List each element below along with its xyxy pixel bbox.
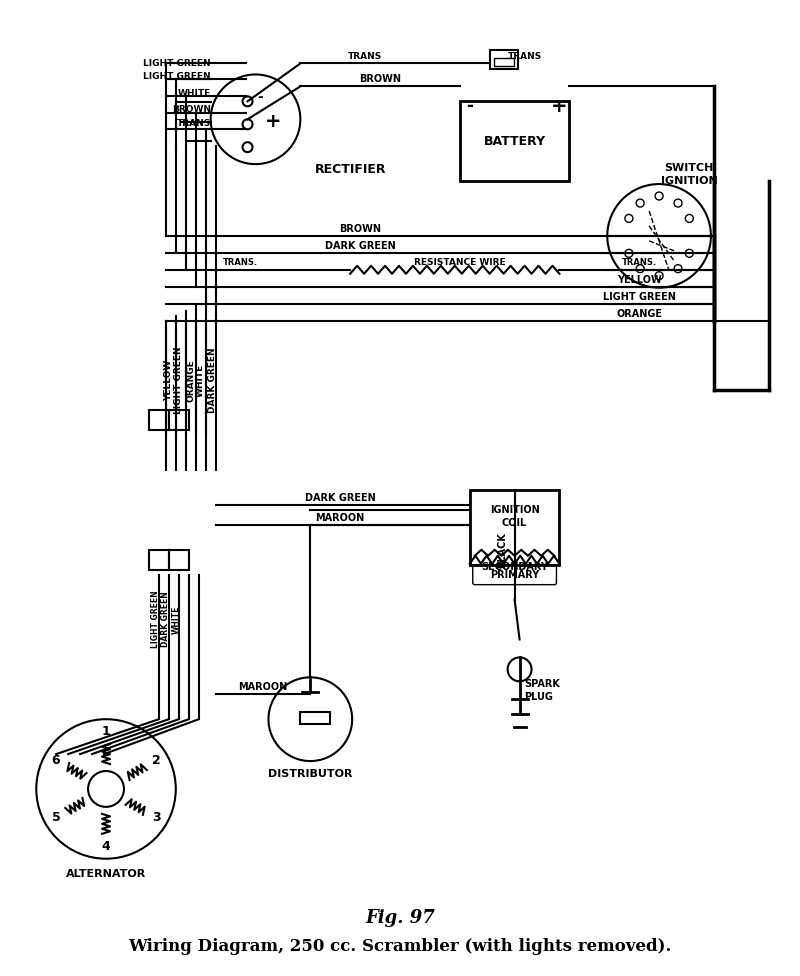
Text: BROWN: BROWN (359, 74, 401, 84)
Text: ALTERNATOR: ALTERNATOR (66, 869, 146, 878)
Text: SPARK: SPARK (525, 679, 561, 689)
Text: MAROON: MAROON (315, 513, 365, 523)
Text: YELLOW: YELLOW (617, 274, 662, 285)
Text: 6: 6 (52, 753, 60, 766)
Bar (149, 549, 169, 570)
Text: DARK GREEN: DARK GREEN (162, 591, 170, 647)
Bar (149, 410, 169, 430)
Text: LIGHT GREEN: LIGHT GREEN (151, 590, 160, 648)
Text: SECONDARY: SECONDARY (481, 562, 548, 572)
Text: BLACK: BLACK (497, 532, 506, 568)
Text: DARK GREEN: DARK GREEN (208, 347, 217, 413)
Text: -: - (466, 98, 473, 115)
Bar (169, 549, 189, 570)
Text: SWITCH: SWITCH (664, 163, 714, 173)
Text: 1: 1 (102, 724, 110, 738)
Text: TRANS: TRANS (507, 52, 542, 61)
Text: MAROON: MAROON (238, 682, 287, 692)
Text: ORANGE: ORANGE (616, 308, 662, 318)
Text: TRANS: TRANS (348, 52, 382, 61)
Text: BROWN: BROWN (339, 224, 381, 234)
Text: LIGHT GREEN: LIGHT GREEN (143, 72, 210, 81)
Text: 5: 5 (51, 811, 60, 825)
Text: WHITE: WHITE (196, 364, 205, 397)
Text: TRANS: TRANS (177, 119, 210, 128)
Text: COIL: COIL (502, 518, 527, 528)
Text: RESISTANCE WIRE: RESISTANCE WIRE (414, 259, 506, 267)
Text: Fig. 97: Fig. 97 (365, 910, 435, 927)
Text: WHITE: WHITE (171, 605, 180, 633)
Bar (300, 712, 330, 724)
Text: DARK GREEN: DARK GREEN (305, 493, 375, 503)
Text: -: - (258, 91, 263, 104)
Text: TRANS.: TRANS. (223, 259, 258, 267)
Text: ORANGE: ORANGE (186, 359, 195, 402)
Text: YELLOW: YELLOW (164, 360, 174, 401)
Text: +: + (551, 97, 568, 116)
Text: LIGHT GREEN: LIGHT GREEN (143, 59, 210, 68)
Text: DISTRIBUTOR: DISTRIBUTOR (268, 769, 353, 779)
Bar (460, 102, 570, 182)
Text: LIGHT GREEN: LIGHT GREEN (602, 292, 676, 302)
Text: BROWN: BROWN (172, 104, 210, 114)
Text: Wiring Diagram, 250 cc. Scrambler (with lights removed).: Wiring Diagram, 250 cc. Scrambler (with … (128, 938, 672, 955)
Text: DARK GREEN: DARK GREEN (325, 241, 395, 251)
Text: LIGHT GREEN: LIGHT GREEN (174, 346, 183, 414)
Bar (494, 59, 514, 66)
Text: IGNITION: IGNITION (490, 505, 539, 515)
Text: BATTERY: BATTERY (483, 135, 546, 147)
Text: PLUG: PLUG (525, 692, 554, 703)
Text: WHITE: WHITE (178, 89, 210, 98)
Text: 3: 3 (152, 811, 160, 825)
Text: PRIMARY: PRIMARY (490, 570, 539, 580)
Text: 4: 4 (102, 840, 110, 853)
Text: RECTIFIER: RECTIFIER (314, 163, 386, 176)
Bar (470, 490, 559, 565)
Text: TRANS.: TRANS. (622, 259, 657, 267)
Bar (490, 50, 518, 69)
Bar (169, 410, 189, 430)
Text: IGNITION: IGNITION (661, 176, 718, 186)
Text: +: + (265, 112, 282, 131)
Text: 2: 2 (152, 753, 161, 766)
